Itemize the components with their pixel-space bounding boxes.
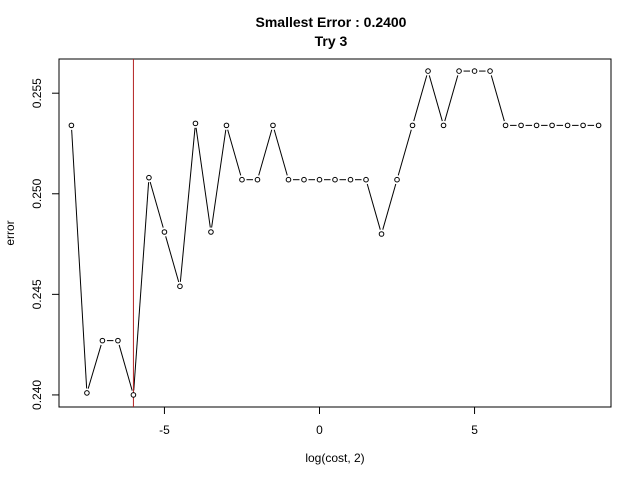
- chart-title: Smallest Error : 0.2400: [256, 14, 407, 30]
- x-axis-label: log(cost, 2): [305, 451, 364, 465]
- data-point: [84, 390, 90, 396]
- series-segment: [71, 129, 88, 389]
- data-point: [425, 68, 431, 74]
- data-point: [440, 122, 447, 129]
- data-point: [378, 231, 385, 237]
- series-segment: [366, 183, 381, 230]
- x-tick-label: 5: [471, 423, 478, 437]
- data-point: [192, 120, 199, 127]
- series-segment: [413, 75, 428, 122]
- series-segment: [382, 183, 397, 230]
- series-segment: [149, 181, 164, 228]
- y-tick-label: 0.250: [30, 178, 44, 208]
- data-point: [332, 176, 338, 183]
- x-tick-label: 0: [316, 423, 323, 437]
- data-point: [549, 122, 555, 129]
- data-point: [239, 176, 245, 183]
- data-point: [270, 122, 276, 129]
- data-point: [518, 122, 524, 129]
- data-point: [347, 176, 354, 183]
- series-segment: [397, 129, 412, 176]
- series-segment: [133, 182, 150, 391]
- y-tick-label: 0.240: [30, 380, 44, 410]
- y-tick-label: 0.255: [30, 78, 44, 108]
- series-segment: [87, 344, 102, 389]
- data-point: [487, 68, 493, 74]
- data-point: [285, 176, 292, 183]
- data-point: [161, 229, 168, 235]
- x-ticks: -5 0 5: [159, 407, 478, 437]
- data-point: [146, 174, 152, 181]
- series-segment: [179, 127, 196, 282]
- series-segment: [258, 129, 273, 176]
- series-lines: [71, 70, 595, 391]
- data-point: [99, 337, 106, 344]
- series-segment: [444, 75, 459, 122]
- data-point: [595, 122, 602, 129]
- data-point: [502, 122, 509, 129]
- data-point: [130, 392, 137, 398]
- data-point: [456, 68, 462, 74]
- x-tick-label: -5: [159, 423, 170, 437]
- data-point: [564, 122, 571, 129]
- series-segment: [211, 129, 227, 228]
- series-segment: [273, 129, 288, 176]
- data-point: [223, 122, 230, 129]
- data-point: [394, 176, 400, 183]
- series-segment: [227, 129, 242, 176]
- data-point: [115, 337, 121, 344]
- y-ticks: 0.240 0.245 0.250 0.255: [30, 78, 59, 410]
- data-point: [177, 283, 183, 290]
- data-point: [254, 176, 261, 183]
- series-segment: [118, 344, 133, 391]
- data-point: [316, 176, 323, 183]
- y-tick-label: 0.245: [30, 279, 44, 309]
- series-segment: [195, 127, 211, 228]
- series-points: [68, 68, 602, 398]
- data-point: [68, 122, 75, 129]
- data-point: [580, 122, 586, 129]
- chart-subtitle: Try 3: [315, 33, 348, 49]
- data-point: [208, 229, 214, 235]
- series-segment: [428, 75, 443, 122]
- data-point: [409, 122, 416, 129]
- data-point: [363, 176, 369, 183]
- y-axis-label: error: [3, 220, 17, 245]
- data-point: [301, 176, 307, 183]
- series-segment: [490, 75, 505, 122]
- data-point: [471, 68, 478, 74]
- series-segment: [165, 236, 180, 283]
- data-point: [533, 122, 540, 129]
